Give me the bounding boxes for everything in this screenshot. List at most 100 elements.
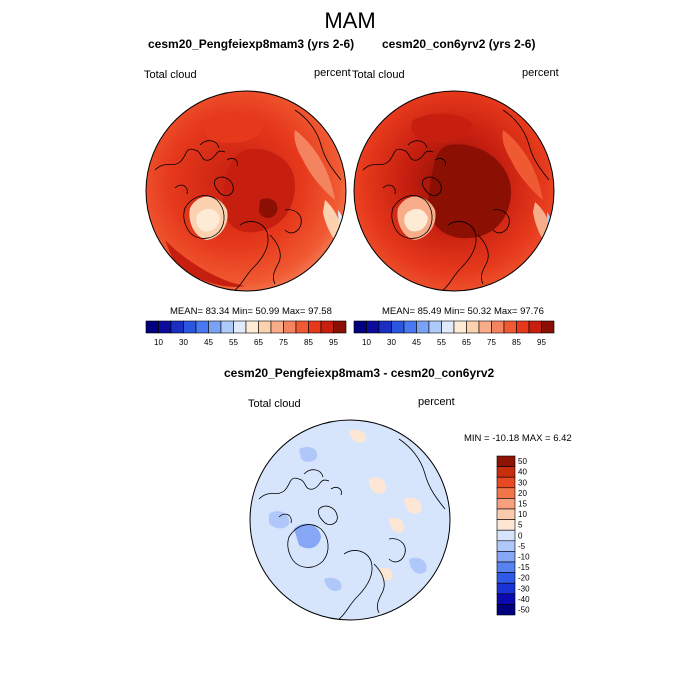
- panel3-colorbar-boxes: [496, 455, 516, 616]
- colorbar-box: [496, 476, 516, 489]
- panel1-title: cesm20_Pengfeiexp8mam3 (yrs 2-6): [148, 37, 355, 51]
- panel1-max-region: [259, 198, 278, 218]
- panel2-map-border: [353, 90, 555, 292]
- colorbar-tick-label: 10: [154, 338, 163, 347]
- colorbar-tick-label: 30: [179, 338, 188, 347]
- panel1-units-label: percent: [314, 67, 351, 79]
- panel3-positive-patch: [389, 517, 405, 533]
- panel3-polar-map: [249, 419, 451, 621]
- colorbar-box: [441, 320, 455, 334]
- colorbar-tick-label: 40: [518, 468, 527, 477]
- colorbar-box: [283, 320, 297, 334]
- panel2-title: cesm20_con6yrv2 (yrs 2-6): [382, 37, 536, 51]
- colorbar-tick-label: 10: [362, 338, 371, 347]
- panel2-coastlines: [362, 109, 550, 291]
- colorbar-box: [496, 508, 516, 520]
- panel1-coastlines: [154, 109, 342, 291]
- colorbar-box: [295, 320, 309, 334]
- colorbar-box: [320, 320, 334, 334]
- panel1-colorbar-ticks: 10 30 45 55 65 75 85 95: [154, 338, 338, 347]
- colorbar-box: [183, 320, 197, 334]
- panel3-positive-patch: [379, 567, 393, 581]
- panel2-variable-label: Total cloud: [352, 69, 405, 81]
- colorbar-box: [428, 320, 442, 334]
- colorbar-box: [308, 320, 322, 334]
- panel3-negative-patch: [299, 446, 318, 462]
- colorbar-box: [333, 320, 347, 334]
- panel2-colorbar-boxes: [353, 320, 555, 334]
- panel2-polar-map: [353, 90, 555, 292]
- colorbar-box: [403, 320, 417, 334]
- colorbar-tick-label: -15: [518, 563, 530, 572]
- colorbar-tick-label: 30: [518, 478, 527, 487]
- colorbar-tick-label: 75: [279, 338, 288, 347]
- panel1-stats: MEAN= 83.34 Min= 50.99 Max= 97.58: [170, 306, 332, 317]
- colorbar-box: [416, 320, 430, 334]
- panel3-positive-patch: [404, 497, 422, 514]
- panel3-negative-patch: [294, 523, 321, 549]
- colorbar-tick-label: 55: [437, 338, 446, 347]
- colorbar-tick-label: 95: [537, 338, 546, 347]
- colorbar-box: [496, 455, 516, 467]
- colorbar-box: [496, 466, 516, 478]
- colorbar-tick-label: 15: [518, 500, 527, 509]
- colorbar-tick-label: 95: [329, 338, 338, 347]
- colorbar-box: [145, 320, 159, 334]
- panel3-negative-patch: [409, 557, 427, 574]
- colorbar-tick-label: 5: [518, 521, 523, 530]
- colorbar-tick-label: 85: [512, 338, 521, 347]
- panel2-stats: MEAN= 85.49 Min= 50.32 Max= 97.76: [382, 306, 544, 317]
- colorbar-tick-label: -5: [518, 542, 526, 551]
- panel1-region-east: [294, 130, 335, 200]
- colorbar-box: [478, 320, 492, 334]
- colorbar-tick-label: 0: [518, 531, 523, 540]
- panel2-region-north: [411, 113, 473, 143]
- colorbar-tick-label: 65: [462, 338, 471, 347]
- panel2-region-east: [502, 130, 543, 200]
- colorbar-tick-label: -40: [518, 595, 530, 604]
- colorbar-tick-label: -30: [518, 584, 530, 593]
- panel1-colorbar: 10 30 45 55 65 75 85 95: [145, 320, 347, 347]
- colorbar-box: [170, 320, 184, 334]
- panel2-colorbar-ticks: 10 30 45 55 65 75 85 95: [362, 338, 546, 347]
- colorbar-tick-label: 50: [518, 457, 527, 466]
- panel3-positive-patch: [349, 429, 366, 443]
- colorbar-box: [496, 604, 516, 616]
- colorbar-box: [391, 320, 405, 334]
- panel1-colorbar-boxes: [145, 320, 347, 334]
- panel1-polar-map: [145, 90, 347, 292]
- figure-title: MAM: [324, 8, 376, 33]
- colorbar-box: [496, 551, 516, 563]
- colorbar-box: [258, 320, 272, 334]
- colorbar-box: [453, 320, 467, 334]
- colorbar-box: [378, 320, 392, 334]
- colorbar-tick-label: 30: [387, 338, 396, 347]
- colorbar-tick-label: 45: [204, 338, 213, 347]
- colorbar-box: [491, 320, 505, 334]
- colorbar-box: [496, 582, 516, 595]
- panel3-variable-label: Total cloud: [248, 398, 301, 410]
- panel2-greenland-core: [404, 208, 428, 232]
- colorbar-box: [503, 320, 517, 334]
- colorbar-box: [466, 320, 480, 334]
- colorbar-box: [496, 487, 516, 499]
- colorbar-tick-label: 55: [229, 338, 238, 347]
- panel3-title: cesm20_Pengfeiexp8mam3 - cesm20_con6yrv2: [224, 366, 495, 380]
- panel3-coastlines: [258, 438, 446, 620]
- panel1-variable-label: Total cloud: [144, 69, 197, 81]
- colorbar-box: [496, 498, 516, 510]
- colorbar-tick-label: 45: [412, 338, 421, 347]
- panel2-high-cloud-region: [428, 144, 512, 239]
- colorbar-box: [496, 593, 516, 605]
- colorbar-tick-label: -50: [518, 606, 530, 615]
- panel1-region-south: [165, 240, 245, 287]
- panel2-colorbar: 10 30 45 55 65 75 85 95: [353, 320, 555, 347]
- panel3-units-label: percent: [418, 396, 455, 408]
- colorbar-tick-label: -20: [518, 574, 530, 583]
- colorbar-box: [208, 320, 222, 334]
- colorbar-box: [233, 320, 247, 334]
- colorbar-tick-label: 65: [254, 338, 263, 347]
- panel3-positive-patch: [369, 477, 386, 494]
